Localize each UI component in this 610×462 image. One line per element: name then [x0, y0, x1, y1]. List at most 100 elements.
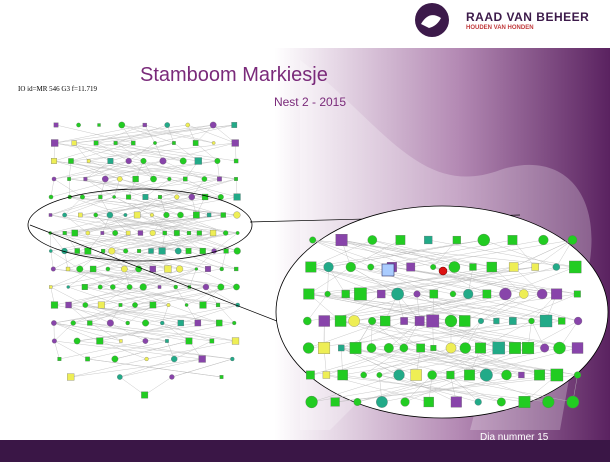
node	[205, 266, 211, 272]
node	[101, 249, 105, 253]
node	[174, 285, 178, 289]
node	[414, 291, 421, 298]
node	[377, 372, 382, 377]
node	[519, 289, 528, 298]
node	[200, 248, 206, 254]
node	[167, 303, 171, 307]
node	[217, 177, 221, 181]
node	[159, 248, 166, 255]
node	[74, 338, 80, 344]
node	[117, 176, 122, 181]
node	[497, 398, 505, 406]
node	[220, 375, 223, 378]
node	[172, 141, 175, 144]
node	[51, 158, 57, 164]
node	[186, 248, 191, 253]
node	[449, 261, 460, 272]
node	[210, 122, 216, 128]
node	[94, 141, 98, 145]
node	[143, 194, 149, 200]
node	[509, 262, 518, 271]
node	[158, 195, 162, 199]
node	[233, 284, 239, 290]
node	[236, 231, 239, 234]
node	[218, 284, 225, 291]
node	[380, 316, 390, 326]
node	[143, 123, 147, 127]
node	[133, 176, 139, 182]
node	[540, 315, 552, 327]
slide-subtitle: Nest 2 - 2015	[200, 95, 420, 109]
node	[354, 398, 362, 406]
node	[234, 159, 238, 163]
node	[450, 291, 456, 297]
node	[106, 267, 110, 271]
node	[216, 303, 220, 307]
node	[384, 343, 394, 353]
node	[319, 316, 330, 327]
node	[77, 266, 84, 273]
node	[163, 231, 167, 235]
node	[223, 231, 228, 236]
node	[558, 318, 565, 325]
page-number: Dia nummer 15	[480, 432, 548, 443]
node	[117, 374, 122, 379]
node	[112, 230, 117, 235]
node	[114, 141, 118, 145]
node	[189, 194, 195, 200]
node	[141, 158, 147, 164]
node	[493, 342, 505, 354]
graph-label: IO id=MR 546 G3 f=11.719	[18, 85, 97, 93]
node	[391, 288, 403, 300]
node	[126, 158, 132, 164]
node	[126, 321, 130, 325]
node	[174, 195, 179, 200]
node	[98, 285, 102, 289]
node	[171, 356, 177, 362]
node	[94, 213, 98, 217]
node	[51, 302, 58, 309]
node	[336, 234, 348, 246]
node	[167, 177, 171, 181]
node	[234, 194, 241, 201]
node	[553, 263, 560, 270]
slide: RAAD VAN BEHEER HOUDEN VAN HONDEN Stambo…	[0, 0, 610, 462]
node	[193, 140, 198, 145]
header-bar	[0, 0, 610, 48]
node	[494, 318, 500, 324]
node	[67, 285, 70, 288]
node	[424, 397, 434, 407]
node	[411, 369, 422, 380]
node	[430, 290, 438, 298]
node	[142, 320, 149, 327]
node	[72, 141, 77, 146]
node	[86, 231, 90, 235]
node	[431, 345, 437, 351]
node	[72, 230, 78, 236]
node	[325, 291, 331, 297]
node	[306, 396, 318, 408]
node	[141, 392, 148, 399]
node	[203, 284, 209, 290]
node	[346, 262, 356, 272]
node	[49, 249, 52, 252]
node	[195, 320, 201, 326]
node	[176, 266, 183, 273]
node	[221, 213, 226, 218]
node	[51, 140, 58, 147]
node	[51, 320, 56, 325]
logo-title: RAAD VAN BEHEER	[466, 10, 589, 24]
node	[475, 343, 486, 354]
node	[80, 195, 85, 200]
node	[424, 236, 432, 244]
slide-title: Stamboom Markiesje	[140, 64, 310, 87]
node	[567, 396, 579, 408]
node	[350, 342, 361, 353]
node	[368, 235, 377, 244]
node	[574, 317, 582, 325]
node	[368, 264, 374, 270]
node	[522, 342, 534, 354]
node	[58, 357, 62, 361]
node	[66, 267, 70, 271]
node	[98, 123, 101, 126]
